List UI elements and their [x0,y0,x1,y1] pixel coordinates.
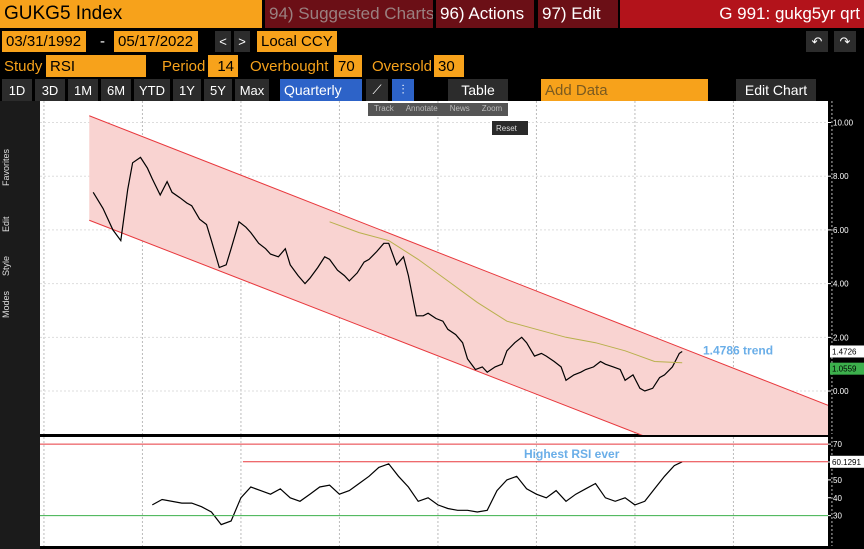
last-value-label: 1.0559 [832,365,857,374]
side-tab[interactable]: Edit [1,216,11,232]
undo[interactable]: ↶ [806,31,828,52]
y-tick-label: 6.00 [833,226,849,235]
edit-chart[interactable]: Edit Chart [736,79,816,101]
table-button[interactable]: Table [448,79,508,101]
range-button[interactable]: 1Y [173,79,201,101]
axis-background [828,437,864,546]
last-value-label: 1.4726 [832,347,857,356]
side-tab[interactable]: Favorites [1,148,11,186]
range-button[interactable]: 1M [68,79,98,101]
next-button[interactable]: > [234,31,250,52]
frequency[interactable]: Quarterly [280,79,362,101]
trend-annotation: 1.4786 trend [703,343,773,357]
side-tab[interactable]: Modes [1,290,11,318]
oversold-label: Oversold [372,57,433,75]
series-line [152,461,683,526]
end-date[interactable]: 05/17/2022 [114,31,198,52]
chart-tool[interactable]: News [449,104,470,113]
plot-background [40,437,828,546]
range-button[interactable]: 5Y [204,79,232,101]
highest-annotation: Highest RSI ever [524,447,620,461]
axis-background [828,101,864,434]
date-separator: - [100,33,105,50]
series-line [329,221,683,364]
y-tick-label: 50 [833,476,842,485]
start-date[interactable]: 03/31/1992 [2,31,86,52]
y-tick-label: 8.00 [833,172,849,181]
series-line [92,156,683,392]
ticker[interactable]: GUKG5 Index [0,0,262,28]
range-button[interactable]: Max [235,79,269,101]
y-tick-label: 4.00 [833,280,849,289]
prev-button[interactable]: < [215,31,231,52]
highest-label: 60.1291 [832,458,861,467]
line-tool[interactable]: ⟋ [366,79,388,101]
side-tab[interactable]: Style [1,255,11,276]
chart-tools: Track Annotate News Zoom [368,103,509,116]
study-label: Study [4,57,43,75]
last-value-box [830,345,864,358]
y-tick-label: 2.00 [833,333,849,342]
add-data[interactable]: Add Data [541,79,708,101]
y-tick-label: 0.00 [833,387,849,396]
left-toolbar [0,101,40,549]
channel-line [89,219,643,435]
y-tick-label: 40 [833,494,842,503]
y-tick-label: 10.00 [833,118,854,127]
edit-menu[interactable]: 97) Edit [538,0,618,28]
overbought-label: Overbought [250,57,329,75]
y-tick-label: 30 [833,512,842,521]
suggested-charts[interactable]: 94) Suggested Charts [265,0,433,28]
oversold[interactable]: 30 [434,55,464,77]
reset-button[interactable]: Reset [492,121,528,135]
chart-tool[interactable]: Zoom [481,104,503,113]
highest-box [830,455,864,468]
range-button[interactable]: 3D [35,79,65,101]
actions-menu[interactable]: 96) Actions [436,0,534,28]
currency[interactable]: Local CCY [257,31,337,52]
overbought[interactable]: 70 [334,55,362,77]
last-value-box [830,362,864,375]
redo[interactable]: ↷ [834,31,856,52]
channel-fill [89,115,828,435]
range-button[interactable]: 1D [2,79,32,101]
bar-tool[interactable]: ⫶ [392,79,414,101]
page-title: G 991: gukg5yr qrt [620,0,864,28]
period-label: Period [162,57,206,75]
chart-tool[interactable]: Annotate [405,104,438,113]
range-button[interactable]: 6M [101,79,131,101]
channel-line [89,115,828,406]
chart-tool[interactable]: Track [374,104,394,113]
range-button[interactable]: YTD [134,79,170,101]
study[interactable]: RSI [46,55,146,77]
period[interactable]: 14 [208,55,238,77]
y-tick-label: 70 [833,440,842,449]
